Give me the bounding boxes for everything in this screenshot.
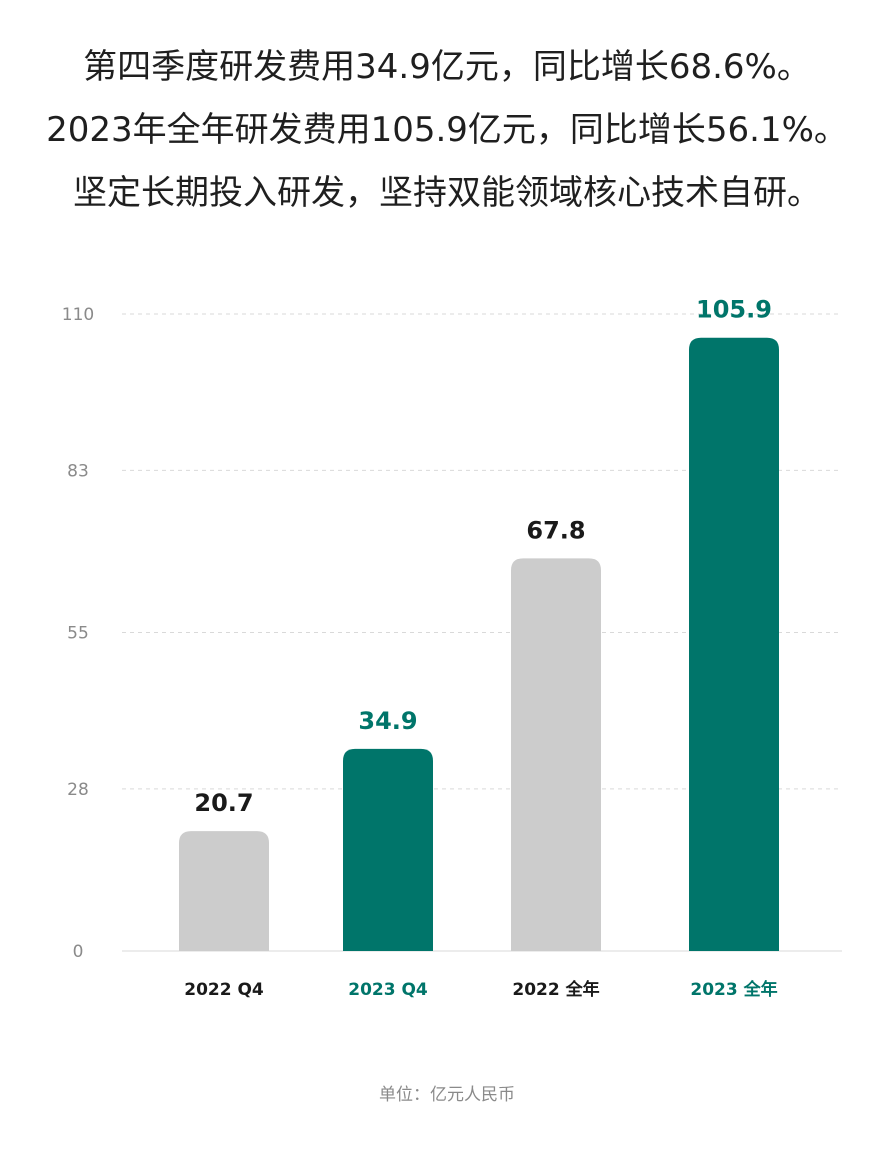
y-tick-label: 83 [67,461,89,481]
bar [343,748,433,951]
y-tick-label: 55 [67,624,89,644]
y-axis-ticks: 0 28 55 83 110 [62,305,94,962]
y-tick-label: 0 [73,942,84,962]
bar-value-label: 67.8 [526,516,585,544]
bar [179,831,269,951]
bar-value-label: 20.7 [194,789,253,817]
headline-line-3: 坚定长期投入研发，坚持双能领域核心技术自研。 [73,173,821,213]
bar [511,558,601,951]
bar-value-label: 34.9 [358,707,417,735]
headline: 第四季度研发费用34.9亿元，同比增长68.6%。 2023年全年研发费用105… [0,36,894,225]
x-category-label: 2022 全年 [512,979,599,1000]
x-category-label: 2023 全年 [690,979,777,1000]
x-category-label: 2022 Q4 [184,980,264,1000]
y-tick-label: 28 [67,780,89,800]
headline-line-1: 第四季度研发费用34.9亿元，同比增长68.6%。 [83,47,811,87]
x-axis-labels: 2022 Q4 2023 Q4 2022 全年 2023 全年 [184,979,777,1000]
bar-value-label: 105.9 [696,296,772,324]
value-labels: 20.7 34.9 67.8 105.9 [194,296,772,817]
y-tick-label: 110 [62,305,94,325]
bar [689,337,779,951]
headline-line-2: 2023年全年研发费用105.9亿元，同比增长56.1%。 [46,110,848,150]
bars [179,337,779,951]
x-category-label: 2023 Q4 [348,980,428,1000]
bar-chart: 0 28 55 83 110 20.7 34.9 67.8 105.9 2022 Q4 2023… [62,296,842,1000]
unit-note: 单位：亿元人民币 [379,1085,515,1105]
